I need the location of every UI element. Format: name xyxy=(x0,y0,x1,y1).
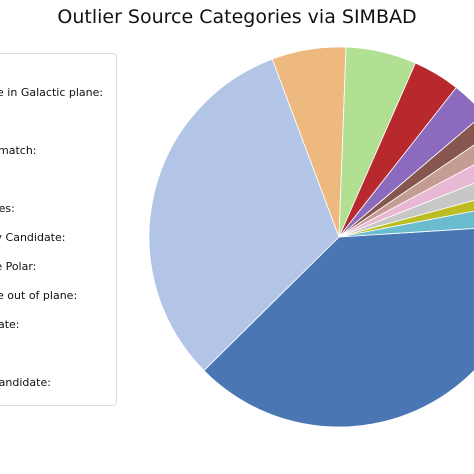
pie-slice-10 xyxy=(338,200,474,238)
legend-item: Candidate: xyxy=(0,376,51,389)
legend-item: te Polar: xyxy=(0,260,37,273)
pie-slices xyxy=(148,46,474,428)
pie-slice-0 xyxy=(203,228,474,428)
legend-item: ries: xyxy=(0,202,15,215)
chart-title: Outlier Source Categories via SIMBAD xyxy=(57,6,417,28)
pie-slice-11 xyxy=(338,210,474,238)
legend-item: ry Candidate: xyxy=(0,231,66,244)
pie-slice-1 xyxy=(148,58,340,372)
legend-item: match: xyxy=(0,144,37,157)
legend: ce in Galactic plane: match: ries: ry Ca… xyxy=(0,53,117,406)
pie-slice-8 xyxy=(338,164,474,238)
legend-item: date: xyxy=(0,318,20,331)
legend-item: ce out of plane: xyxy=(0,289,78,302)
legend-item: ce in Galactic plane: xyxy=(0,86,104,99)
pie-slice-5 xyxy=(338,86,474,238)
pie-slice-9 xyxy=(338,183,474,238)
pie-slice-7 xyxy=(338,144,474,238)
pie-slice-6 xyxy=(338,121,474,238)
